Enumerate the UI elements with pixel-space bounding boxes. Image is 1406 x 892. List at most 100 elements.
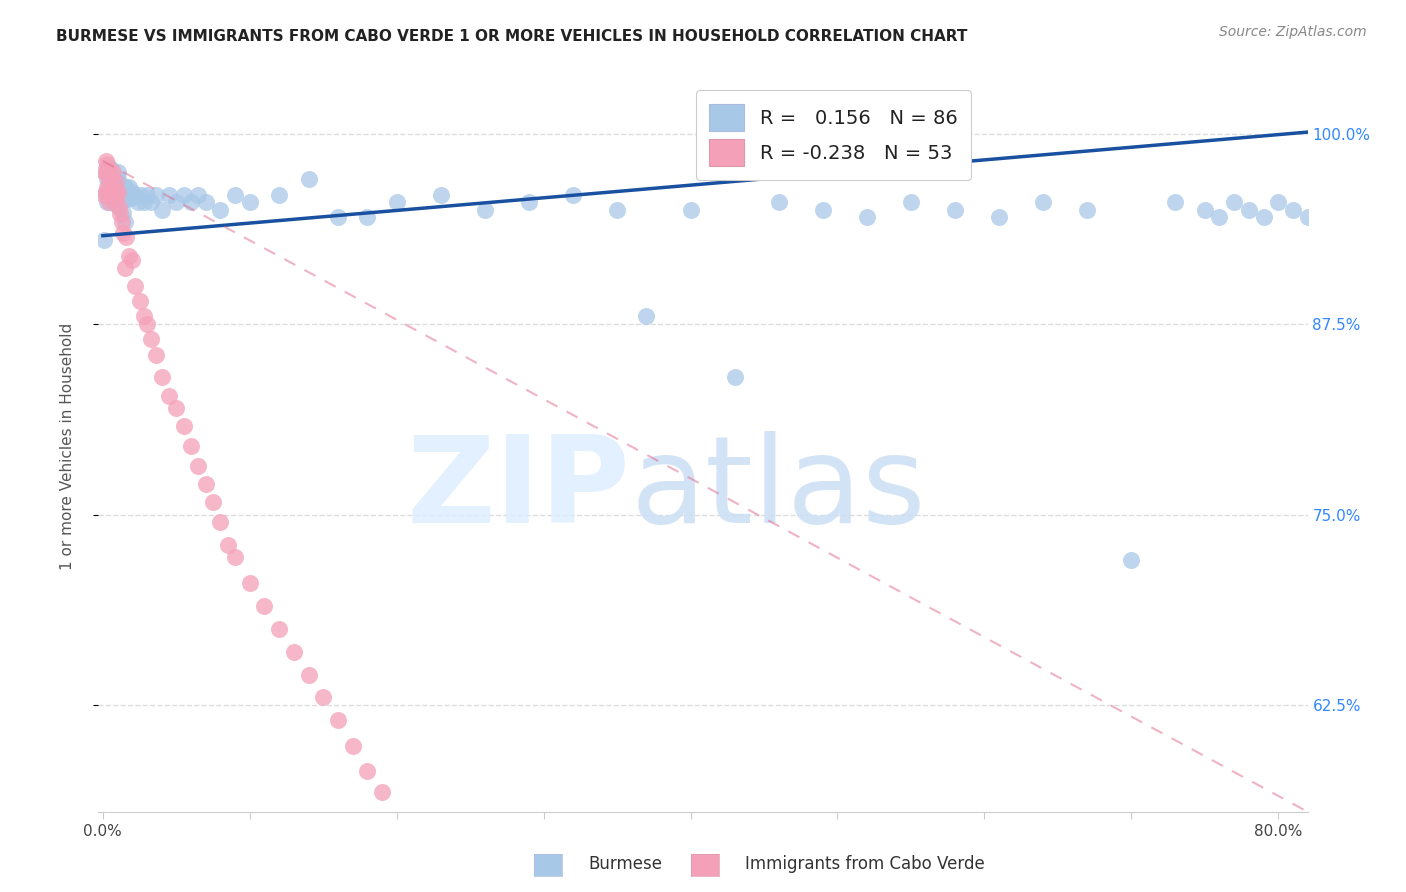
- Point: [1326, 202, 1348, 217]
- Point: [96, 195, 118, 210]
- Point: [1267, 195, 1289, 210]
- Point: [1223, 195, 1246, 210]
- Point: [636, 310, 658, 324]
- Point: [129, 187, 152, 202]
- Point: [371, 785, 394, 799]
- Point: [111, 181, 134, 195]
- Point: [283, 645, 305, 659]
- Point: [103, 177, 125, 191]
- Point: [93, 164, 115, 178]
- Point: [606, 202, 628, 217]
- Point: [112, 226, 135, 240]
- Point: [1296, 211, 1319, 225]
- Point: [1253, 211, 1275, 225]
- Point: [239, 195, 262, 210]
- Y-axis label: 1 or more Vehicles in Household: 1 or more Vehicles in Household: [60, 322, 75, 570]
- Point: [110, 187, 132, 202]
- Point: [127, 195, 149, 210]
- Point: [103, 185, 125, 199]
- Point: [101, 175, 124, 189]
- Point: [94, 164, 117, 178]
- Point: [173, 187, 195, 202]
- Point: [98, 164, 121, 178]
- Point: [209, 202, 232, 217]
- Point: [118, 180, 141, 194]
- Point: [108, 183, 131, 197]
- Point: [115, 191, 138, 205]
- Point: [342, 739, 364, 754]
- Point: [103, 196, 125, 211]
- Point: [224, 550, 246, 565]
- Point: [121, 253, 143, 268]
- Point: [108, 200, 131, 214]
- Point: [110, 207, 132, 221]
- Point: [1032, 195, 1054, 210]
- Point: [100, 192, 122, 206]
- Point: [100, 191, 122, 205]
- Text: Burmese: Burmese: [588, 855, 662, 873]
- Point: [141, 332, 163, 346]
- Point: [117, 192, 139, 206]
- Point: [723, 370, 745, 384]
- Text: Source: ZipAtlas.com: Source: ZipAtlas.com: [1219, 25, 1367, 39]
- Point: [114, 260, 136, 275]
- Point: [326, 211, 349, 225]
- Point: [326, 714, 349, 728]
- Point: [811, 202, 834, 217]
- Point: [105, 174, 128, 188]
- Point: [165, 401, 187, 415]
- Point: [150, 370, 173, 384]
- Point: [97, 195, 120, 210]
- Text: BURMESE VS IMMIGRANTS FROM CABO VERDE 1 OR MORE VEHICLES IN HOUSEHOLD CORRELATIO: BURMESE VS IMMIGRANTS FROM CABO VERDE 1 …: [56, 29, 967, 44]
- Point: [111, 194, 134, 208]
- Point: [98, 185, 121, 199]
- Point: [98, 183, 121, 197]
- Point: [96, 172, 118, 186]
- Point: [96, 164, 118, 178]
- Point: [115, 230, 138, 244]
- Point: [385, 195, 408, 210]
- Point: [1355, 195, 1378, 210]
- Point: [180, 195, 202, 210]
- Point: [187, 458, 209, 473]
- Point: [202, 495, 225, 509]
- Point: [224, 187, 246, 202]
- Point: [269, 622, 291, 636]
- Point: [157, 187, 180, 202]
- Point: [312, 690, 335, 705]
- Point: [856, 211, 879, 225]
- Point: [108, 200, 131, 214]
- Point: [107, 172, 129, 186]
- Point: [1194, 202, 1216, 217]
- Point: [114, 215, 136, 229]
- Point: [105, 192, 128, 206]
- Point: [474, 202, 496, 217]
- Point: [173, 419, 195, 434]
- Point: [124, 279, 146, 293]
- Point: [1164, 195, 1187, 210]
- Point: [112, 206, 135, 220]
- Point: [107, 181, 129, 195]
- Point: [145, 347, 167, 362]
- Point: [120, 191, 142, 205]
- Point: [100, 174, 122, 188]
- Point: [97, 160, 120, 174]
- Point: [94, 154, 117, 169]
- Point: [124, 187, 146, 202]
- Point: [1208, 211, 1230, 225]
- Point: [100, 175, 122, 189]
- Point: [356, 211, 378, 225]
- Point: [107, 185, 129, 199]
- Point: [101, 185, 124, 199]
- Point: [107, 164, 129, 178]
- Point: [1310, 195, 1333, 210]
- Point: [128, 294, 150, 309]
- Point: [194, 195, 217, 210]
- Point: [356, 764, 378, 778]
- Point: [105, 186, 128, 200]
- Point: [100, 163, 122, 178]
- Point: [180, 439, 202, 453]
- Point: [217, 538, 239, 552]
- Text: Immigrants from Cabo Verde: Immigrants from Cabo Verde: [745, 855, 986, 873]
- Point: [165, 195, 187, 210]
